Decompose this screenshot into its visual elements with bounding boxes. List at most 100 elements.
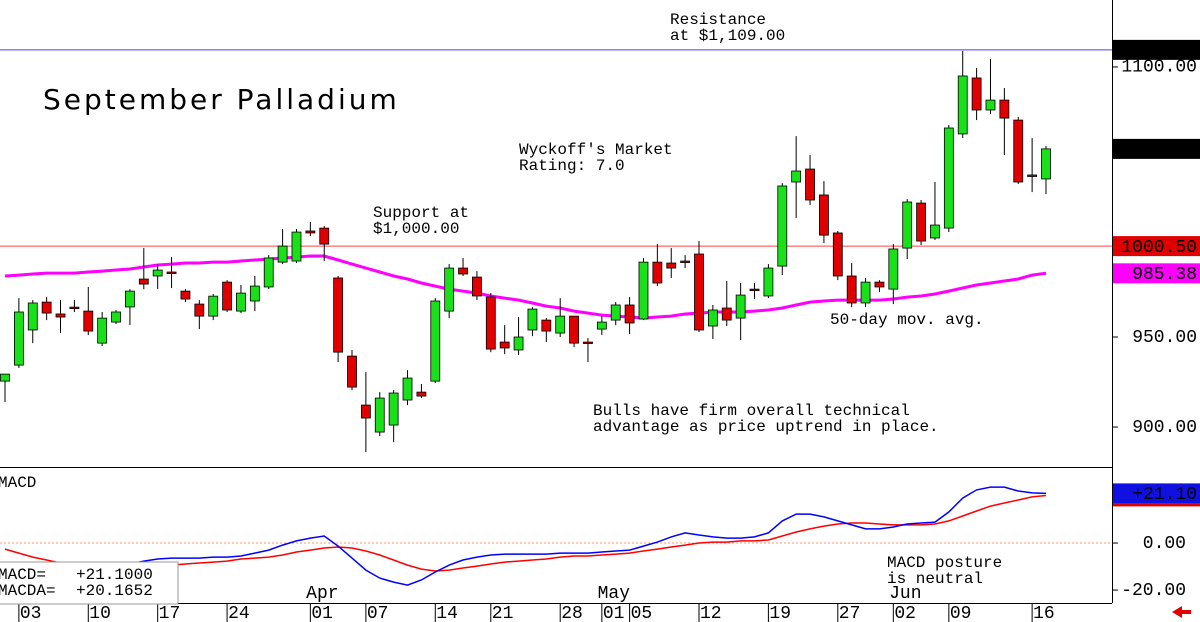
candle-body — [749, 288, 760, 292]
candle-body — [1041, 148, 1051, 180]
price-label: 1054.50 — [1121, 141, 1197, 161]
candle-body — [111, 311, 121, 323]
annotation: MACD posture — [887, 554, 1002, 572]
x-tick-label: 17 — [159, 604, 181, 622]
candle-body — [166, 271, 177, 274]
candle-body — [499, 341, 510, 349]
candle-body — [0, 373, 10, 382]
candle-body — [957, 75, 968, 135]
macd-title: MACD — [0, 474, 36, 492]
x-tick-label: 10 — [89, 604, 111, 622]
candle-body — [596, 321, 607, 330]
candle-body — [985, 99, 996, 111]
price-label-box — [1113, 138, 1200, 159]
legend-name: MACD= — [0, 566, 46, 584]
candle-body — [846, 275, 857, 304]
candle-body — [819, 194, 829, 236]
candle-body — [416, 391, 427, 397]
month-label: Apr — [306, 584, 338, 604]
candle-body — [680, 260, 691, 263]
annotation: is neutral — [887, 570, 983, 588]
candle-body — [97, 317, 108, 344]
price-label-underline — [1113, 503, 1200, 507]
candle-body — [333, 277, 344, 353]
candle-body — [735, 294, 746, 319]
candle-body — [860, 281, 871, 304]
annotation: advantage as price uptrend in place. — [593, 418, 939, 436]
price-label-box — [1113, 236, 1200, 257]
candle-body — [444, 267, 455, 312]
candle-body — [277, 245, 288, 263]
legend-box — [0, 561, 179, 605]
candle-body — [180, 290, 191, 300]
candle-body — [125, 290, 135, 308]
candle-body — [999, 99, 1010, 119]
x-tick-label: 14 — [436, 604, 458, 622]
price-label: +21.10 — [1132, 485, 1197, 505]
x-tick-label: 01 — [603, 604, 625, 622]
candle-body — [666, 262, 677, 269]
candle-body — [458, 267, 468, 275]
candle-body — [55, 313, 66, 318]
macd-line — [4, 486, 1047, 586]
candle-body — [888, 248, 899, 290]
x-tick-label: 19 — [769, 604, 791, 622]
candle-body — [916, 202, 926, 242]
candle-body — [527, 308, 538, 331]
x-tick-label: 12 — [700, 604, 722, 622]
candle-body — [402, 377, 413, 401]
x-tick-label: 27 — [839, 604, 861, 622]
candle-body — [763, 267, 774, 297]
y-tick-label: -20.00 — [1121, 581, 1186, 601]
candle-body — [83, 310, 94, 332]
chart-title: September Palladium — [43, 83, 400, 116]
annotation: $1,000.00 — [373, 220, 459, 238]
candle-body — [971, 77, 982, 111]
x-tick-label: 21 — [492, 604, 514, 622]
candle-body — [13, 311, 24, 366]
candle-body — [208, 295, 219, 317]
candle-body — [624, 304, 635, 324]
price-label-box — [1113, 483, 1200, 504]
annotation: Bulls have firm overall technical — [593, 402, 910, 420]
x-tick-label: 03 — [20, 604, 42, 622]
candle-body — [777, 185, 788, 267]
price-label-box — [1113, 263, 1200, 284]
price-label: 985.38 — [1132, 265, 1197, 285]
candle-body — [652, 261, 663, 284]
candle-body — [472, 276, 482, 297]
candle-body — [138, 278, 149, 285]
annotation: Rating: 7.0 — [519, 157, 625, 175]
candle-body — [805, 168, 815, 201]
candle-body — [569, 315, 579, 344]
candle-body — [1027, 174, 1038, 177]
candle-body — [319, 227, 330, 245]
candle-body — [222, 281, 232, 311]
x-tick-label: 16 — [1033, 604, 1055, 622]
candle-body — [236, 292, 246, 312]
candle-body — [902, 201, 913, 249]
scroll-arrow — [1172, 606, 1182, 618]
month-label: Jun — [889, 584, 921, 604]
candle-body — [1013, 119, 1024, 183]
candle-body — [930, 224, 940, 239]
legend-value: +21.1000 — [76, 566, 153, 584]
candle-body — [27, 302, 38, 331]
candle-body — [305, 230, 316, 234]
price-label: 1000.50 — [1121, 238, 1197, 258]
annotation: at $1,109.00 — [670, 27, 785, 45]
x-tick-label: 07 — [367, 604, 389, 622]
candle-body — [69, 306, 80, 310]
scroll-arrow-tail — [1181, 610, 1191, 614]
candle-body — [513, 336, 524, 351]
month-label: May — [598, 584, 631, 604]
price-label: 1109.50 — [1121, 42, 1197, 62]
x-tick-label: 02 — [894, 604, 916, 622]
candle-body — [541, 319, 552, 332]
y-tick-label: 1100.00 — [1121, 58, 1197, 78]
x-tick-label: 05 — [631, 604, 653, 622]
annotation: Resistance — [670, 11, 766, 29]
candle-body — [249, 285, 260, 302]
